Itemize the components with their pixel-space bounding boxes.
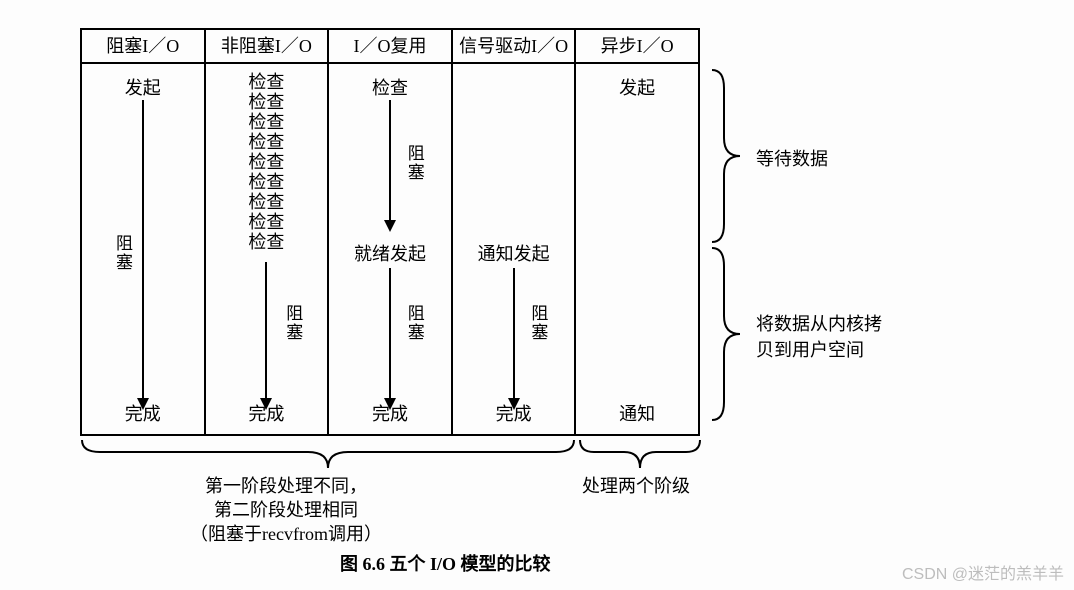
- header-col-2: I／O复用: [327, 30, 451, 62]
- bottom-brace-left: [80, 436, 576, 472]
- col1-check-0: 检查: [206, 72, 328, 92]
- col1-bottom: 完成: [206, 400, 328, 426]
- col1-check-2: 检查: [206, 112, 328, 132]
- col2-arrow1-head: [384, 220, 396, 232]
- col2-arrow1-line: [389, 100, 391, 220]
- col1-check-3: 检查: [206, 132, 328, 152]
- col1-arrow-line: [265, 262, 267, 398]
- figure-caption: 图 6.6 五个 I/O 模型的比较: [340, 550, 551, 576]
- col2-arrow2-line: [389, 268, 391, 398]
- col-signal-io: 通知发起 阻塞 完成: [451, 64, 575, 434]
- col0-side-label: 阻塞: [110, 234, 135, 272]
- col4-top: 发起: [576, 74, 698, 100]
- bottom-label-right: 处理两个阶级: [582, 474, 690, 498]
- col3-bottom: 完成: [453, 400, 575, 426]
- col1-check-8: 检查: [206, 232, 328, 252]
- right-label-phase2: 将数据从内核拷 贝到用户空间: [756, 310, 882, 362]
- col0-bottom: 完成: [82, 400, 204, 426]
- table-body-row: 发起 阻塞 完成 检查 检查 检查 检查 检查 检查 检查 检查 检查: [80, 64, 700, 436]
- right-label-phase1: 等待数据: [756, 145, 828, 171]
- col2-side2: 阻塞: [402, 304, 427, 342]
- right-brace-phase2: [706, 246, 746, 422]
- col-async-io: 发起 通知: [574, 64, 700, 434]
- col1-check-6: 检查: [206, 192, 328, 212]
- col3-mid: 通知发起: [453, 240, 575, 266]
- col2-top: 检查: [329, 74, 451, 100]
- col2-mid: 就绪发起: [329, 240, 451, 266]
- col-io-multiplex: 检查 阻塞 就绪发起 阻塞 完成: [327, 64, 451, 434]
- header-col-3: 信号驱动I／O: [451, 30, 575, 62]
- col1-check-stack: 检查 检查 检查 检查 检查 检查 检查 检查 检查: [206, 72, 328, 252]
- bottom-brace-right: [578, 436, 702, 472]
- col-nonblocking-io: 检查 检查 检查 检查 检查 检查 检查 检查 检查 阻塞 完成: [204, 64, 328, 434]
- header-col-0: 阻塞I／O: [80, 30, 204, 62]
- col0-top: 发起: [82, 74, 204, 100]
- right-brace-phase1: [706, 68, 746, 244]
- diagram-root: 阻塞I／O 非阻塞I／O I／O复用 信号驱动I／O 异步I／O 发起 阻塞 完…: [0, 0, 1074, 590]
- header-col-4: 异步I／O: [574, 30, 700, 62]
- col1-check-1: 检查: [206, 92, 328, 112]
- col2-bottom: 完成: [329, 400, 451, 426]
- col1-side-label: 阻塞: [280, 304, 305, 342]
- col0-arrow-line: [142, 100, 144, 398]
- io-table: 阻塞I／O 非阻塞I／O I／O复用 信号驱动I／O 异步I／O 发起 阻塞 完…: [80, 28, 700, 436]
- watermark-text: CSDN @迷茫的羔羊羊: [902, 560, 1064, 584]
- col3-side: 阻塞: [525, 304, 550, 342]
- col1-check-5: 检查: [206, 172, 328, 192]
- col-blocking-io: 发起 阻塞 完成: [80, 64, 204, 434]
- col2-side1: 阻塞: [402, 144, 427, 182]
- col4-bottom: 通知: [576, 400, 698, 426]
- header-col-1: 非阻塞I／O: [204, 30, 328, 62]
- bottom-label-left: 第一阶段处理不同， 第二阶段处理相同 （阻塞于recvfrom调用）: [190, 474, 382, 546]
- table-header-row: 阻塞I／O 非阻塞I／O I／O复用 信号驱动I／O 异步I／O: [80, 28, 700, 64]
- col3-arrow-line: [513, 268, 515, 398]
- col1-check-7: 检查: [206, 212, 328, 232]
- col1-check-4: 检查: [206, 152, 328, 172]
